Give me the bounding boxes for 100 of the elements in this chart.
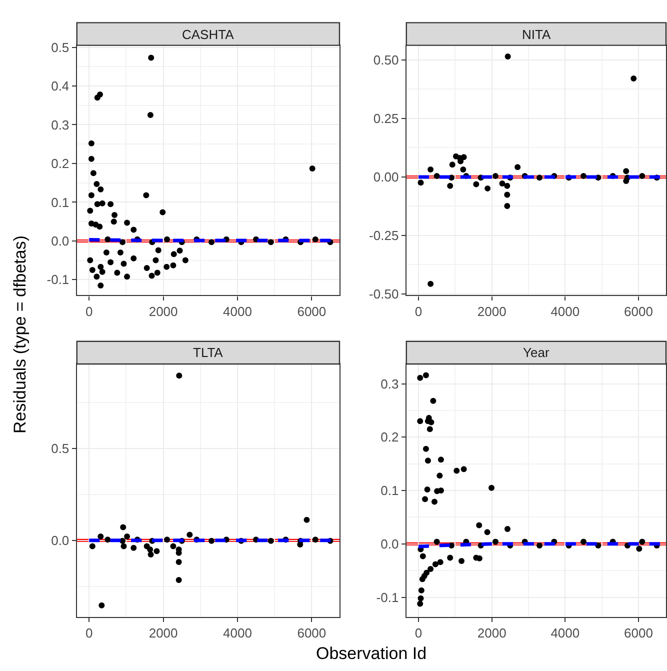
point [424,458,431,464]
point [639,173,646,180]
point [438,456,444,463]
point [473,181,480,188]
point [176,577,182,584]
point [124,533,130,540]
point [417,374,424,381]
point [636,546,642,552]
y-tick-label: 0.1 [380,483,399,498]
point [436,472,443,479]
point [120,524,126,530]
y-tick-label: 0.3 [380,376,399,392]
y-tick-label: 0.5 [51,440,70,456]
point [98,533,104,540]
y-tick-label: 0.3 [51,117,70,132]
point [144,543,150,550]
point [130,544,137,551]
chart-title: CASHTA [182,27,234,42]
point [89,543,96,550]
x-tick-label: 4000 [550,304,580,319]
point [447,182,454,189]
y-tick-label: 0.25 [373,111,399,126]
x-tick-label: 6000 [297,304,326,319]
point [428,280,434,287]
x-tick-label: 0 [86,626,93,641]
point [148,551,154,558]
point [504,526,510,532]
chart-title: TLTA [193,345,224,360]
y-tick-label: -0.1 [376,590,399,605]
point [186,532,193,538]
y-tick-label: 0.0 [51,532,70,548]
point [418,587,424,594]
point [417,600,424,607]
point [492,538,498,545]
point [458,558,464,564]
y-tick-label: 0.0 [51,233,70,248]
point [418,595,424,602]
point [536,174,542,181]
y-tick-label: -0.1 [46,272,70,288]
point [449,162,456,168]
point [432,561,438,568]
chart-title: Year [523,345,550,360]
y-tick-label: 0.2 [380,430,399,445]
point [312,536,318,543]
point [420,553,426,560]
point [488,484,494,491]
point [176,372,182,379]
point [434,538,440,545]
point [424,486,430,492]
chart-title: NITA [522,27,551,42]
point [417,418,424,424]
point [484,529,490,536]
x-tick-label: 6000 [297,626,326,641]
point [426,426,433,432]
point [104,536,111,543]
point [418,180,424,186]
point [430,398,436,404]
y-tick-label: 0.4 [51,78,70,94]
y-axis-title: Residuals (type = dfbetas) [10,236,30,434]
point [422,496,428,502]
x-axis-title: Observation Id [316,644,427,663]
x-tick-label: 0 [86,304,93,319]
point [504,53,511,60]
x-tick-label: 6000 [624,626,653,641]
point [460,154,467,160]
point [460,466,467,472]
point [422,446,429,452]
y-tick-label: -0.25 [369,228,399,244]
point [428,166,434,172]
point [120,543,127,550]
y-tick-label: 0.2 [51,156,70,172]
point [484,185,491,192]
x-tick-label: 2000 [148,304,178,319]
x-tick-label: 4000 [550,626,580,641]
point [630,75,637,82]
point [428,566,434,572]
y-tick-label: -0.50 [369,286,399,302]
point [164,536,170,543]
point [499,180,506,187]
point [460,166,466,172]
point [454,468,460,474]
point [504,182,510,189]
x-tick-label: 4000 [223,626,252,641]
point [170,543,176,550]
x-tick-label: 0 [414,304,422,319]
y-tick-label: 0.0 [380,536,399,552]
point [476,522,482,528]
point [492,173,498,180]
y-tick-label: 0.00 [373,170,399,185]
point [437,559,444,566]
point [428,419,434,426]
x-tick-label: 2000 [477,626,506,641]
point [504,203,510,209]
point [98,602,105,608]
x-tick-label: 2000 [477,304,506,319]
point [639,538,646,545]
point [304,516,310,523]
point [580,173,586,180]
x-tick-label: 4000 [223,304,252,319]
y-tick-label: 0.1 [51,194,70,210]
